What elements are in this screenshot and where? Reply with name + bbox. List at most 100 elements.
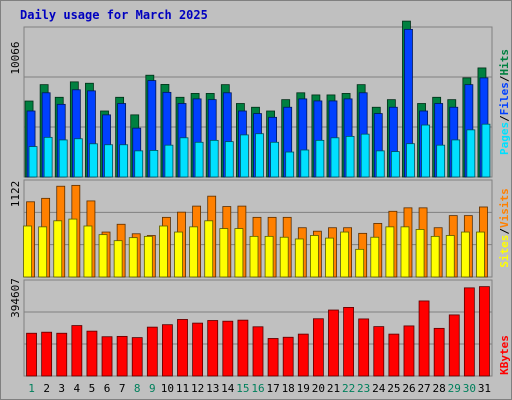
panel-1-max-label: 10066: [9, 41, 22, 74]
bar-kbytes-day-3: [56, 332, 68, 377]
bar-sites-day-19: [294, 238, 304, 278]
bar-kbytes-day-2: [41, 331, 53, 377]
bar-kbytes-day-27: [418, 300, 430, 377]
day-label-18: 18: [282, 382, 295, 395]
bar-kbytes-day-23: [358, 318, 370, 377]
bar-sites-day-5: [83, 225, 93, 278]
bar-kbytes-day-12: [192, 322, 204, 377]
bar-sites-day-29: [445, 235, 455, 278]
day-label-2: 2: [43, 382, 50, 395]
panel-hits-files-pages: 10066 Pages/Files/Hits: [9, 20, 511, 178]
day-label-6: 6: [104, 382, 111, 395]
bar-pages-day-12: [194, 141, 204, 178]
bar-sites-day-22: [340, 231, 349, 278]
bar-pages-day-23: [360, 133, 370, 178]
bar-sites-day-16: [249, 235, 259, 278]
day-label-5: 5: [89, 382, 96, 395]
bar-kbytes-day-1: [26, 332, 37, 377]
day-label-20: 20: [312, 382, 325, 395]
panel-2-bars: [23, 184, 492, 278]
day-label-1: 1: [28, 382, 35, 395]
bar-sites-day-26: [400, 226, 410, 278]
bar-sites-day-30: [460, 231, 470, 278]
bar-kbytes-day-14: [222, 320, 234, 377]
bar-pages-day-16: [255, 133, 264, 178]
day-label-17: 17: [266, 382, 279, 395]
bar-sites-day-17: [264, 235, 274, 278]
day-label-24: 24: [372, 382, 386, 395]
bar-kbytes-day-6: [101, 336, 113, 377]
bar-sites-day-7: [113, 240, 123, 278]
bar-sites-day-2: [38, 226, 48, 278]
day-label-30: 30: [463, 382, 476, 395]
bar-kbytes-day-28: [433, 327, 445, 377]
panel-3-max-label: 394607: [9, 278, 22, 318]
x-axis-day-labels: 1 2 3 4 5 6 7 8 9 10 11 12 13 14 15 16 17 18 19 20 21 22 23 24 2…: [28, 382, 491, 395]
bar-pages-day-25: [390, 151, 400, 178]
day-label-16: 16: [251, 382, 264, 395]
bar-pages-day-22: [345, 135, 355, 178]
bar-sites-day-31: [476, 231, 485, 278]
panel-3-legend: KBytes: [498, 335, 511, 375]
day-label-28: 28: [433, 382, 446, 395]
bar-pages-day-29: [451, 139, 461, 178]
bar-pages-day-5: [89, 143, 98, 178]
bar-pages-day-17: [270, 141, 279, 178]
bar-kbytes-day-18: [282, 336, 294, 377]
panel-kbytes: 394607 KBytes: [9, 278, 511, 377]
bar-kbytes-day-8: [131, 337, 143, 377]
day-label-8: 8: [134, 382, 141, 395]
bar-pages-day-28: [436, 144, 446, 178]
day-label-21: 21: [327, 382, 340, 395]
bar-pages-day-6: [104, 144, 113, 178]
bar-kbytes-day-25: [388, 333, 400, 377]
panel-3-bars: [24, 286, 492, 377]
bar-sites-day-12: [189, 226, 199, 278]
bar-sites-day-4: [68, 218, 78, 278]
bar-pages-day-19: [300, 149, 310, 178]
bar-pages-day-14: [224, 141, 234, 178]
bar-pages-day-4: [73, 138, 83, 178]
panel-1-legend: Pages/Files/Hits: [498, 49, 511, 155]
legend-pages: Pages: [498, 122, 511, 155]
bar-pages-day-1: [28, 146, 38, 178]
day-label-22: 22: [342, 382, 355, 395]
day-label-27: 27: [417, 382, 430, 395]
day-label-7: 7: [119, 382, 126, 395]
bar-sites-day-6: [98, 234, 108, 278]
bar-pages-day-31: [481, 123, 491, 178]
legend-sep-3: /: [498, 228, 511, 235]
bar-pages-day-2: [43, 136, 53, 178]
legend-visits: Visits: [498, 188, 511, 228]
day-label-26: 26: [402, 382, 415, 395]
svg-text:Sites/Visits: Sites/Visits: [498, 188, 511, 268]
legend-files: Files: [498, 82, 511, 115]
bar-sites-day-21: [325, 237, 334, 278]
bar-kbytes-day-24: [373, 326, 385, 377]
legend-hits: Hits: [498, 49, 511, 76]
bar-pages-day-11: [179, 137, 189, 178]
legend-sep-1: /: [498, 115, 511, 122]
bar-sites-day-27: [415, 229, 425, 278]
bar-sites-day-3: [53, 220, 63, 278]
bar-sites-day-14: [219, 228, 229, 278]
bar-pages-day-15: [240, 134, 249, 178]
bar-sites-day-20: [309, 235, 319, 278]
bar-pages-day-10: [164, 144, 174, 178]
bar-kbytes-day-26: [403, 325, 415, 377]
bar-pages-day-18: [285, 151, 295, 178]
day-label-29: 29: [448, 382, 461, 395]
day-label-9: 9: [149, 382, 156, 395]
day-label-11: 11: [176, 382, 189, 395]
day-label-14: 14: [221, 382, 235, 395]
panel-2-legend: Sites/Visits: [498, 188, 511, 268]
day-label-10: 10: [161, 382, 174, 395]
bar-kbytes-day-5: [86, 330, 98, 377]
bar-kbytes-day-15: [237, 319, 249, 377]
bar-sites-day-8: [128, 237, 138, 278]
bar-pages-day-24: [375, 150, 385, 178]
bar-sites-day-23: [355, 248, 365, 278]
day-label-4: 4: [74, 382, 81, 395]
bar-kbytes-day-11: [177, 319, 188, 377]
